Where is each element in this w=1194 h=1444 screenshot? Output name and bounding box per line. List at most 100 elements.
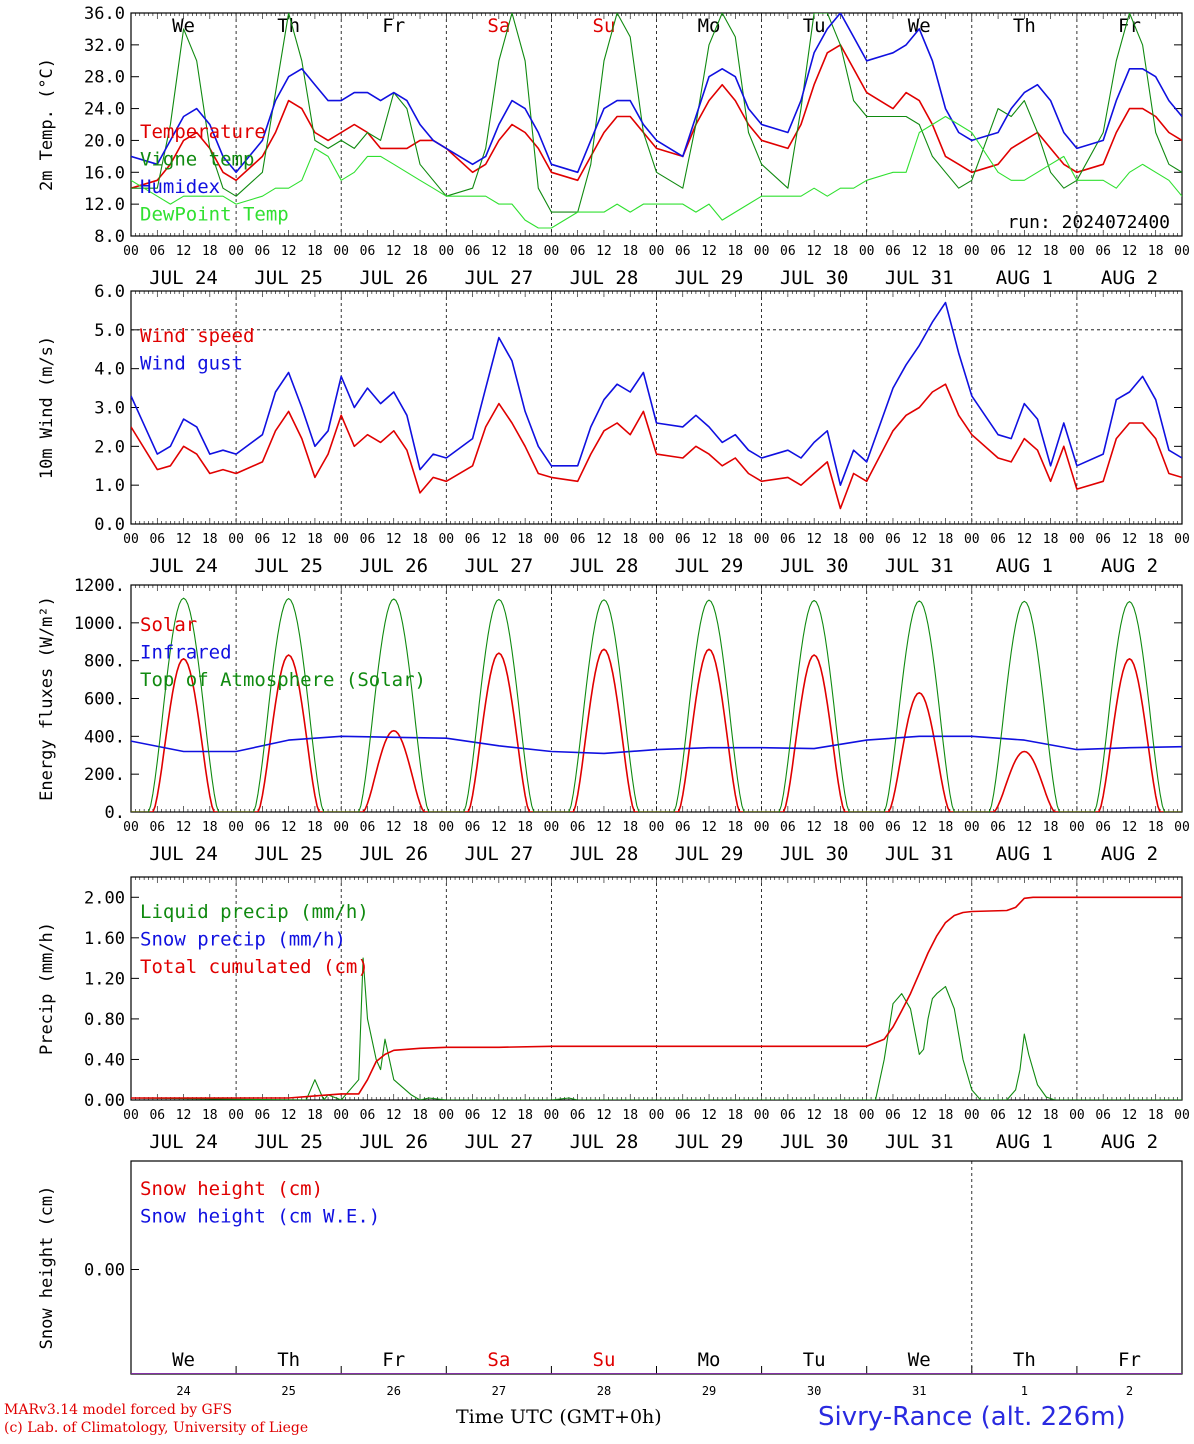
date-label: JUL 30 xyxy=(780,1131,849,1153)
series-line-infrared xyxy=(131,735,1182,755)
legend-entry: Total cumulated (cm) xyxy=(140,956,369,978)
weekday-label: Th xyxy=(277,1349,300,1371)
hour-tick-label: 00 xyxy=(859,244,875,259)
hour-tick-label: 12 xyxy=(701,1108,717,1123)
hour-tick-label: 12 xyxy=(281,532,297,547)
hour-tick-label: 06 xyxy=(990,532,1006,547)
hour-tick-label: 12 xyxy=(1017,1108,1033,1123)
legend-entry: Humidex xyxy=(140,176,220,198)
weekday-label: Su xyxy=(593,1349,616,1371)
hour-tick-label: 06 xyxy=(990,1108,1006,1123)
date-label: JUL 30 xyxy=(780,555,849,577)
hour-tick-label: 18 xyxy=(307,532,323,547)
hour-tick-label: 12 xyxy=(1122,244,1138,259)
y-tick-label: 200. xyxy=(84,765,125,785)
hour-tick-label: 18 xyxy=(727,532,743,547)
hour-tick-label: 06 xyxy=(570,820,586,835)
y-tick-label: 400. xyxy=(84,727,125,747)
date-label: JUL 31 xyxy=(885,1131,954,1153)
weekday-label: Fr xyxy=(1118,15,1141,37)
y-tick-label: 28.0 xyxy=(84,68,125,88)
date-label: JUL 24 xyxy=(149,267,218,289)
y-tick-label: 1.20 xyxy=(84,969,125,989)
hour-tick-label: 00 xyxy=(754,244,770,259)
y-tick-label: 3.0 xyxy=(94,399,125,419)
hour-tick-label: 00 xyxy=(1069,532,1085,547)
x-axis-title: Time UTC (GMT+0h) xyxy=(456,1406,662,1428)
series-line-wind-gust xyxy=(131,301,1182,486)
hour-tick-label: 12 xyxy=(806,244,822,259)
hour-tick-label: 12 xyxy=(596,532,612,547)
hour-tick-label: 06 xyxy=(885,532,901,547)
day-number-label: 2 xyxy=(1126,1384,1133,1398)
hour-tick-label: 00 xyxy=(649,244,665,259)
date-label: JUL 31 xyxy=(885,267,954,289)
date-label: AUG 1 xyxy=(996,843,1053,865)
model-credit: MARv3.14 model forced by GFS xyxy=(4,1402,233,1418)
hour-tick-label: 18 xyxy=(938,244,954,259)
hour-tick-label: 00 xyxy=(964,244,980,259)
weekday-label: Fr xyxy=(382,1349,405,1371)
hour-tick-label: 18 xyxy=(412,244,428,259)
hour-tick-label: 06 xyxy=(885,1108,901,1123)
hour-tick-label: 18 xyxy=(412,532,428,547)
legend-entry: Snow height (cm) xyxy=(140,1178,323,1200)
hour-tick-label: 12 xyxy=(1017,244,1033,259)
date-label: JUL 28 xyxy=(570,267,639,289)
hour-tick-label: 18 xyxy=(1043,532,1059,547)
weekday-label: We xyxy=(172,1349,195,1371)
hour-tick-label: 18 xyxy=(1148,1108,1164,1123)
day-number-label: 27 xyxy=(492,1384,506,1398)
hour-tick-label: 00 xyxy=(123,244,139,259)
hour-tick-label: 12 xyxy=(701,244,717,259)
hour-tick-label: 18 xyxy=(307,1108,323,1123)
hour-tick-label: 00 xyxy=(1174,820,1190,835)
weekday-label: We xyxy=(908,1349,931,1371)
series-line-solar xyxy=(131,648,1182,812)
date-label: JUL 27 xyxy=(465,843,534,865)
hour-tick-label: 06 xyxy=(885,244,901,259)
hour-tick-label: 06 xyxy=(360,820,376,835)
hour-tick-label: 06 xyxy=(1095,244,1111,259)
y-tick-label: 0.0 xyxy=(94,515,125,535)
y-tick-label: 2.00 xyxy=(84,888,125,908)
hour-tick-label: 00 xyxy=(649,820,665,835)
hour-tick-label: 00 xyxy=(859,532,875,547)
weekday-label: Th xyxy=(277,15,300,37)
weekday-label: We xyxy=(908,15,931,37)
hour-tick-label: 00 xyxy=(1069,244,1085,259)
series-line-liquid-precip-mm-h- xyxy=(131,957,1182,1100)
date-label: JUL 25 xyxy=(254,1131,323,1153)
hour-tick-label: 06 xyxy=(780,1108,796,1123)
legend-entry: Top of Atmosphere (Solar) xyxy=(140,669,426,691)
hour-tick-label: 06 xyxy=(990,820,1006,835)
date-label: JUL 30 xyxy=(780,267,849,289)
hour-tick-label: 00 xyxy=(649,1108,665,1123)
hour-tick-label: 00 xyxy=(1069,820,1085,835)
date-label: JUL 31 xyxy=(885,843,954,865)
y-tick-label: 36.0 xyxy=(84,4,125,24)
hour-tick-label: 06 xyxy=(675,244,691,259)
panel-1: 8.0 12.0 16.0 20.0 24.0 28.0 32.0 36.0 2m Temp. … xyxy=(37,4,1190,289)
hour-tick-label: 12 xyxy=(176,244,192,259)
hour-tick-label: 12 xyxy=(386,1108,402,1123)
date-label: JUL 28 xyxy=(570,1131,639,1153)
series-line-total-cumulated-cm- xyxy=(131,896,1182,1099)
hour-tick-label: 18 xyxy=(622,1108,638,1123)
hour-tick-label: 12 xyxy=(1122,820,1138,835)
date-label: JUL 26 xyxy=(359,267,428,289)
day-number-label: 31 xyxy=(912,1384,926,1398)
day-number-label: 29 xyxy=(702,1384,716,1398)
series-line-vigne-temp xyxy=(131,13,1182,213)
hour-tick-label: 06 xyxy=(149,820,165,835)
panel-5: 0.00 Snow height (cm) We Th Fr Sa Su Mo Tu We Th Fr… xyxy=(37,1160,1183,1398)
hour-tick-label: 06 xyxy=(149,1108,165,1123)
hour-tick-label: 18 xyxy=(1043,820,1059,835)
hour-tick-label: 06 xyxy=(465,532,481,547)
hour-tick-label: 12 xyxy=(806,532,822,547)
hour-tick-label: 00 xyxy=(754,1108,770,1123)
date-label: JUL 26 xyxy=(359,555,428,577)
weekday-label: Fr xyxy=(382,15,405,37)
hour-tick-label: 12 xyxy=(176,820,192,835)
hour-tick-label: 00 xyxy=(859,1108,875,1123)
